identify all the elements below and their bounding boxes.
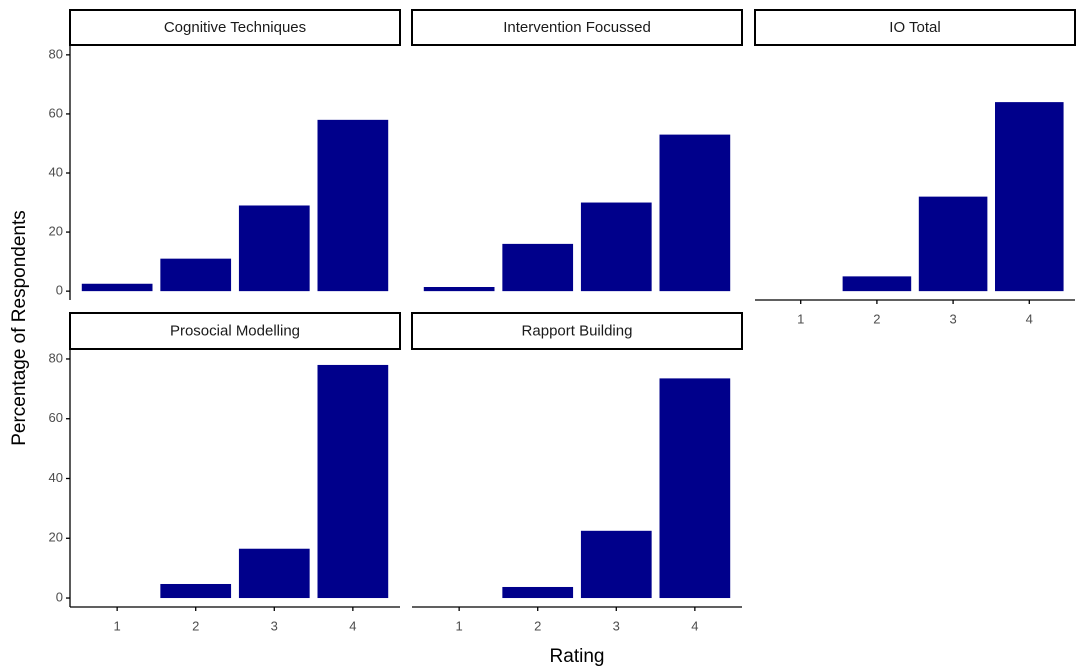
x-tick-label: 2 [534,618,541,633]
x-tick-label: 3 [613,618,620,633]
panel-title: Intervention Focussed [503,19,651,36]
y-tick-label: 20 [49,530,63,545]
y-tick-label: 80 [49,46,63,61]
y-tick-label: 60 [49,410,63,425]
y-tick-label: 60 [49,105,63,120]
bar [502,243,574,292]
y-tick-label: 20 [49,224,63,239]
bar [317,364,389,599]
bar [238,205,310,292]
strip [69,312,401,350]
bar [317,119,389,292]
y-tick-label: 80 [49,350,63,365]
bar [580,530,652,599]
panel-title: Prosocial Modelling [170,322,300,339]
x-tick-label: 2 [192,618,199,633]
y-tick-label: 40 [49,164,63,179]
y-tick-label: 0 [56,283,63,298]
x-tick-label: 3 [271,618,278,633]
bar [160,583,232,599]
bar [502,586,574,599]
bar [995,102,1064,292]
x-tick-label: 1 [797,311,804,326]
strip [754,9,1076,46]
bar [580,202,652,292]
strip [411,9,743,46]
y-tick-label: 0 [56,589,63,604]
x-tick-label: 1 [456,618,463,633]
panel-title: Cognitive Techniques [164,19,306,36]
bar [423,287,495,292]
x-tick-label: 4 [349,618,356,633]
bar [160,258,232,292]
x-tick-label: 4 [1026,311,1033,326]
y-tick-label: 40 [49,470,63,485]
y-axis-title: Percentage of Respondents [9,210,30,446]
strip [69,9,401,46]
bar [659,134,731,292]
bar [81,283,153,292]
x-tick-label: 3 [949,311,956,326]
panel-title: Rapport Building [522,322,633,339]
bar [659,378,731,599]
bar [918,196,988,292]
panel-title: IO Total [889,19,940,36]
x-tick-label: 1 [114,618,121,633]
x-tick-label: 2 [873,311,880,326]
x-axis-title: Rating [550,646,605,667]
bar [842,276,912,292]
x-tick-label: 4 [691,618,698,633]
bar [238,548,310,599]
strip [411,312,743,350]
